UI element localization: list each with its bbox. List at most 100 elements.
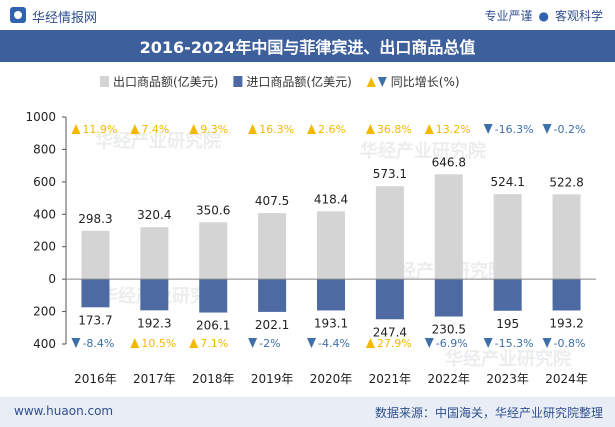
export-growth-label: 7.4% — [141, 123, 169, 136]
growth-up-triangle-icon — [189, 124, 199, 134]
legend-label-1: 出口商品额(亿美元) — [113, 74, 218, 89]
export-value-label: 646.8 — [432, 155, 466, 169]
legend-label-3: 同比增长(%) — [391, 75, 460, 89]
title-bar: 2016-2024年中国与菲律宾进、出口商品总值 — [0, 30, 615, 62]
import-bar — [140, 279, 169, 311]
chart-area: 华经产业研究院华经产业研究院华经产业研究院华经产业研究院华经产业研究院出口商品额… — [25, 74, 596, 386]
x-category-label: 2016年 — [74, 372, 117, 386]
legend-up-triangle-icon — [366, 77, 376, 87]
growth-down-triangle-icon — [483, 338, 493, 348]
y-tick-label: 800 — [33, 142, 56, 156]
growth-up-triangle-icon — [71, 124, 81, 134]
import-value-label: 173.7 — [78, 313, 112, 327]
brand-name: 华经情报网 — [32, 11, 98, 26]
export-value-label: 524.1 — [490, 175, 524, 189]
import-bar — [258, 279, 287, 312]
import-value-label: 206.1 — [196, 319, 230, 333]
growth-down-triangle-icon — [483, 124, 493, 134]
export-value-label: 418.4 — [314, 192, 348, 206]
x-category-label: 2019年 — [251, 372, 294, 386]
export-growth-label: 13.2% — [436, 123, 471, 136]
watermark-text: 华经产业研究院 — [95, 130, 221, 152]
import-value-label: 193.1 — [314, 316, 348, 330]
growth-up-triangle-icon — [130, 124, 140, 134]
x-category-label: 2022年 — [428, 372, 471, 386]
import-growth-label: 27.9% — [377, 337, 412, 350]
import-value-label: 247.4 — [373, 325, 407, 339]
import-bar — [434, 279, 463, 317]
export-bar — [434, 174, 463, 280]
top-bar: 华经情报网 专业严谨 ● 客观科学 — [0, 0, 615, 30]
growth-up-triangle-icon — [130, 338, 140, 348]
slogan-right: 客观科学 — [554, 9, 603, 23]
import-growth-label: 10.5% — [141, 337, 176, 350]
y-tick-label: 400 — [33, 337, 56, 351]
export-growth-label: 9.3% — [200, 123, 228, 136]
y-tick-label: 600 — [33, 175, 56, 189]
x-category-label: 2023年 — [486, 372, 529, 386]
data-source: 数据来源：中国海关，华经产业研究院整理 — [374, 406, 603, 420]
y-tick-label: 1000 — [25, 110, 56, 124]
export-bar — [552, 194, 581, 280]
export-growth-label: 11.9% — [82, 123, 117, 136]
growth-down-triangle-icon — [248, 338, 258, 348]
footer-bar: www.huaon.com 数据来源：中国海关，华经产业研究院整理 — [0, 397, 615, 427]
import-value-label: 202.1 — [255, 318, 289, 332]
growth-down-triangle-icon — [542, 124, 552, 134]
x-category-label: 2020年 — [310, 372, 353, 386]
import-bar — [493, 279, 522, 311]
export-growth-label: 16.3% — [259, 123, 294, 136]
import-growth-label: -15.3% — [495, 337, 534, 350]
import-bar — [375, 279, 404, 320]
legend-label-2: 进口商品额(亿美元) — [246, 74, 351, 89]
legend-down-triangle-icon — [377, 77, 387, 87]
export-value-label: 320.4 — [137, 208, 171, 222]
export-value-label: 407.5 — [255, 194, 289, 208]
x-category-label: 2021年 — [369, 372, 412, 386]
export-growth-label: -0.2% — [554, 123, 586, 136]
import-bar — [81, 279, 110, 308]
import-growth-label: -6.9% — [436, 337, 468, 350]
export-bar — [140, 227, 169, 280]
y-tick-label: 200 — [33, 305, 56, 319]
legend-swatch-1 — [100, 76, 109, 87]
legend-swatch-2 — [233, 76, 243, 87]
export-bar — [199, 222, 228, 280]
export-bar — [493, 194, 522, 280]
growth-down-triangle-icon — [71, 338, 81, 348]
import-growth-label: 7.1% — [200, 337, 228, 350]
y-tick-label: 200 — [33, 240, 56, 254]
growth-up-triangle-icon — [365, 338, 375, 348]
growth-down-triangle-icon — [307, 338, 316, 348]
slogan-left: 专业严谨 — [484, 9, 533, 23]
site-url: www.huaon.com — [14, 404, 114, 418]
x-category-label: 2017年 — [133, 372, 176, 386]
export-growth-label: -16.3% — [495, 123, 534, 136]
chart-title: 2016-2024年中国与菲律宾进、出口商品总值 — [139, 38, 476, 57]
import-value-label: 193.2 — [549, 316, 583, 330]
growth-up-triangle-icon — [365, 124, 375, 134]
export-value-label: 573.1 — [373, 167, 407, 181]
slogan: 专业严谨 ● 客观科学 — [484, 7, 603, 24]
bullet-dot-icon: ● — [538, 9, 549, 23]
y-tick-label: 400 — [33, 207, 56, 221]
growth-up-triangle-icon — [248, 124, 258, 134]
export-value-label: 298.3 — [78, 212, 112, 226]
export-growth-label: 2.6% — [318, 123, 346, 136]
x-category-label: 2024年 — [545, 372, 588, 386]
y-tick-label: 0 — [48, 272, 56, 286]
import-value-label: 195 — [496, 317, 519, 331]
import-growth-label: -0.8% — [554, 337, 586, 350]
growth-down-triangle-icon — [424, 338, 434, 348]
import-value-label: 230.5 — [432, 323, 466, 337]
import-bar — [199, 279, 228, 313]
export-bar — [81, 230, 110, 280]
import-bar — [317, 279, 345, 311]
export-bar — [258, 213, 287, 280]
import-growth-label: -8.4% — [82, 337, 114, 350]
export-value-label: 522.8 — [549, 175, 583, 189]
growth-up-triangle-icon — [307, 124, 316, 134]
export-value-label: 350.6 — [196, 203, 230, 217]
x-category-label: 2018年 — [192, 372, 235, 386]
growth-down-triangle-icon — [542, 338, 552, 348]
